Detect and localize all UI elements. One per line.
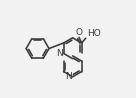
Text: O: O	[75, 28, 83, 37]
Text: HO: HO	[87, 29, 101, 38]
Text: N: N	[56, 49, 63, 58]
Text: N: N	[65, 72, 72, 81]
